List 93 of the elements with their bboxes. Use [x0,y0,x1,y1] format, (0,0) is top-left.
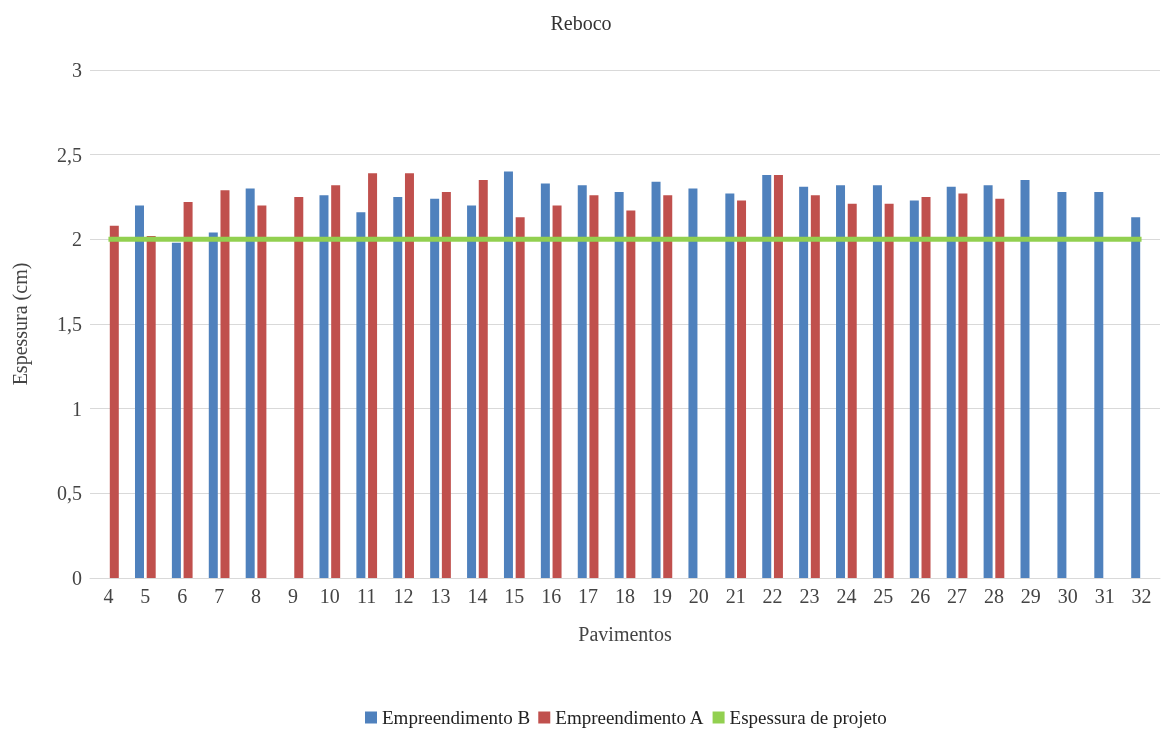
x-tick-label: 17 [578,585,599,607]
bar [1020,180,1030,578]
x-tick-label: 21 [725,585,746,607]
bar [810,195,820,578]
y-axis-title: Espessura (cm) [9,262,32,386]
x-tick-label: 9 [287,585,298,607]
bar [884,203,894,578]
y-tick-label: 0 [72,567,82,589]
x-tick-label: 14 [467,585,488,607]
x-tick-label: 20 [688,585,709,607]
x-tick-label: 32 [1131,585,1152,607]
x-tick-label: 24 [836,585,857,607]
x-tick-label: 19 [651,585,672,607]
bar [983,185,993,578]
bar [995,198,1005,578]
x-tick-label: 7 [214,585,225,607]
x-tick-label: 29 [1020,585,1041,607]
bar [503,171,513,578]
bar [171,242,181,578]
bar [552,205,562,578]
bar [958,193,968,578]
y-tick-label: 3 [72,59,82,81]
bar [836,185,846,578]
y-tick-label: 0,5 [57,482,82,505]
x-tick-label: 26 [910,585,931,607]
x-tick-label: 22 [762,585,783,607]
y-tick-label: 1 [72,397,82,420]
x-tick-label: 5 [140,585,151,607]
y-tick-label: 1,5 [57,313,82,335]
x-tick-label: 30 [1057,585,1078,607]
chart-title: Reboco [550,12,612,34]
x-tick-label: 25 [873,585,894,607]
bar [946,186,956,578]
x-tick-label: 8 [251,585,262,607]
bar [614,191,624,578]
legend-label: Espessura de projeto [729,707,887,728]
bar [872,185,882,578]
bar [220,190,230,578]
x-tick-label: 6 [177,585,188,607]
bar [478,180,488,578]
bar [467,205,477,578]
x-tick-label: 12 [393,585,414,607]
y-tick-label: 2,5 [57,143,82,166]
bar [183,202,193,578]
bar [319,195,329,578]
bar [393,197,403,578]
bar [404,173,414,578]
bar [1131,217,1141,578]
bar [762,174,772,578]
bar [368,173,378,578]
bar [725,193,735,578]
bar [737,200,747,578]
bar [663,195,673,578]
bar [1057,191,1067,578]
bar [847,203,857,578]
bar [688,188,698,578]
bar [430,198,440,578]
x-tick-label: 16 [541,585,562,607]
bar [331,185,341,578]
bar [589,195,599,578]
x-tick-label: 18 [615,585,635,607]
x-tick-label: 23 [799,585,820,607]
bar [1094,191,1104,578]
bar [146,235,156,578]
bar [441,191,451,578]
legend-label: Empreendimento A [555,707,704,728]
x-tick-label: 31 [1094,585,1115,607]
bar [540,183,550,578]
bar [134,205,144,578]
x-tick-label: 13 [430,585,451,607]
bar [651,181,661,578]
bar [294,197,304,578]
bar [245,188,255,578]
x-tick-label: 10 [319,585,340,607]
bar [909,200,919,578]
x-tick-label: 11 [357,585,377,607]
x-tick-label: 27 [947,585,968,607]
bar [257,205,267,578]
y-tick-label: 2 [72,228,82,251]
x-tick-label: 28 [983,585,1004,607]
bar [799,186,809,578]
x-tick-label: 15 [504,585,525,607]
bar [109,225,119,578]
bar [577,185,587,578]
bar [921,197,931,578]
x-tick-label: 4 [103,585,114,607]
legend-label: Empreendimento B [382,707,531,728]
bar [208,232,218,578]
bar [356,212,366,578]
x-axis-title: Pavimentos [578,623,672,645]
bar [626,210,636,578]
bar [773,174,783,578]
bar [515,217,525,578]
